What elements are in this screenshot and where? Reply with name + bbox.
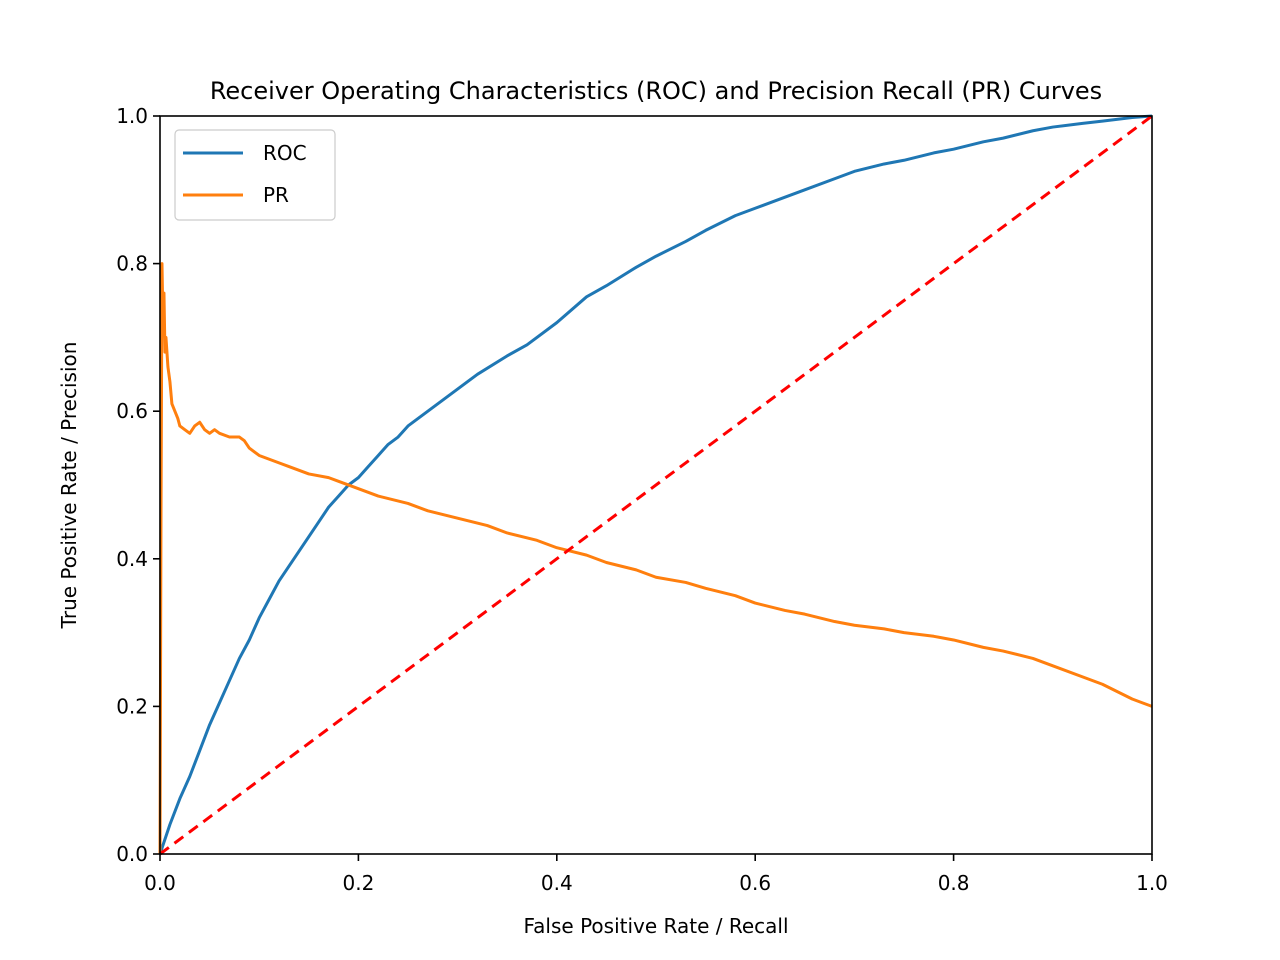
x-tick-label: 0.8 — [938, 871, 970, 895]
plot-lines — [158, 114, 1153, 856]
y-tick-label: 0.6 — [116, 399, 148, 423]
series-line-pr — [158, 262, 1153, 855]
x-tick-label: 0.4 — [541, 871, 573, 895]
y-tick-label: 0.4 — [116, 547, 148, 571]
y-axis-title: True Positive Rate / Precision — [57, 342, 81, 630]
x-tick-label: 0.0 — [144, 871, 176, 895]
series-line-reference — [159, 114, 1153, 856]
legend: ROC PR — [174, 129, 336, 221]
chart-title: Receiver Operating Characteristics (ROC)… — [210, 77, 1102, 105]
x-tick-label: 1.0 — [1136, 871, 1168, 895]
x-tick-label: 0.2 — [342, 871, 374, 895]
y-tick-label: 0.2 — [116, 694, 148, 718]
y-tick-label: 0.0 — [116, 842, 148, 866]
series-line-roc — [158, 114, 1153, 855]
legend-label-pr: PR — [263, 183, 289, 207]
plot-frame — [159, 115, 1153, 855]
y-tick-label: 1.0 — [116, 104, 148, 128]
legend-box — [174, 129, 336, 221]
axis-ticks: 0.0 0.2 0.4 0.6 0.8 1.0 0.0 0.2 0.4 0.6 0.8 1.0 — [116, 104, 1168, 895]
y-tick-label: 0.8 — [116, 252, 148, 276]
x-axis-title: False Positive Rate / Recall — [524, 914, 789, 938]
x-tick-label: 0.6 — [739, 871, 771, 895]
legend-label-roc: ROC — [263, 141, 307, 165]
